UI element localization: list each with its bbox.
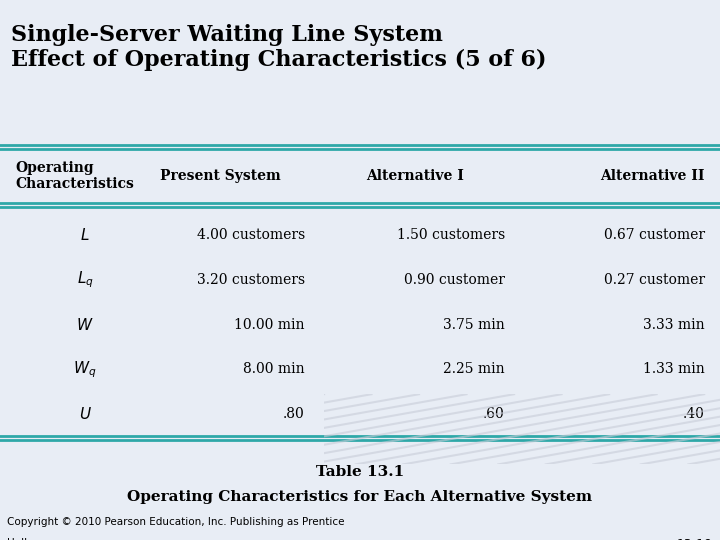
Text: Characteristics: Characteristics [15, 177, 134, 191]
Text: $L$: $L$ [80, 227, 90, 244]
Text: Hall: Hall [7, 538, 27, 540]
Text: Operating: Operating [15, 161, 94, 175]
Text: .80: .80 [283, 407, 305, 421]
Text: .60: .60 [483, 407, 505, 421]
Text: 4.00 customers: 4.00 customers [197, 228, 305, 242]
Text: Single-Server Waiting Line System
Effect of Operating Characteristics (5 of 6): Single-Server Waiting Line System Effect… [11, 24, 546, 71]
Text: Present System: Present System [160, 169, 280, 183]
Text: 1.50 customers: 1.50 customers [397, 228, 505, 242]
Text: 13-19: 13-19 [677, 538, 713, 540]
Text: 3.33 min: 3.33 min [644, 318, 705, 332]
Text: 8.00 min: 8.00 min [243, 362, 305, 376]
Text: $W$: $W$ [76, 316, 94, 333]
Text: 10.00 min: 10.00 min [235, 318, 305, 332]
Text: 0.67 customer: 0.67 customer [604, 228, 705, 242]
Text: $W_q$: $W_q$ [73, 359, 96, 380]
Text: Copyright © 2010 Pearson Education, Inc. Publishing as Prentice: Copyright © 2010 Pearson Education, Inc.… [7, 517, 345, 527]
Text: 3.20 customers: 3.20 customers [197, 273, 305, 287]
Text: $U$: $U$ [78, 406, 91, 422]
Text: Operating Characteristics for Each Alternative System: Operating Characteristics for Each Alter… [127, 489, 593, 503]
Text: 2.25 min: 2.25 min [444, 362, 505, 376]
Text: 0.27 customer: 0.27 customer [604, 273, 705, 287]
Text: Alternative II: Alternative II [600, 169, 705, 183]
Text: 3.75 min: 3.75 min [444, 318, 505, 332]
Text: 0.90 customer: 0.90 customer [404, 273, 505, 287]
Text: 1.33 min: 1.33 min [643, 362, 705, 376]
Text: Table 13.1: Table 13.1 [316, 465, 404, 479]
Text: Alternative I: Alternative I [366, 169, 464, 183]
Text: .40: .40 [683, 407, 705, 421]
Text: $L_q$: $L_q$ [76, 269, 94, 291]
